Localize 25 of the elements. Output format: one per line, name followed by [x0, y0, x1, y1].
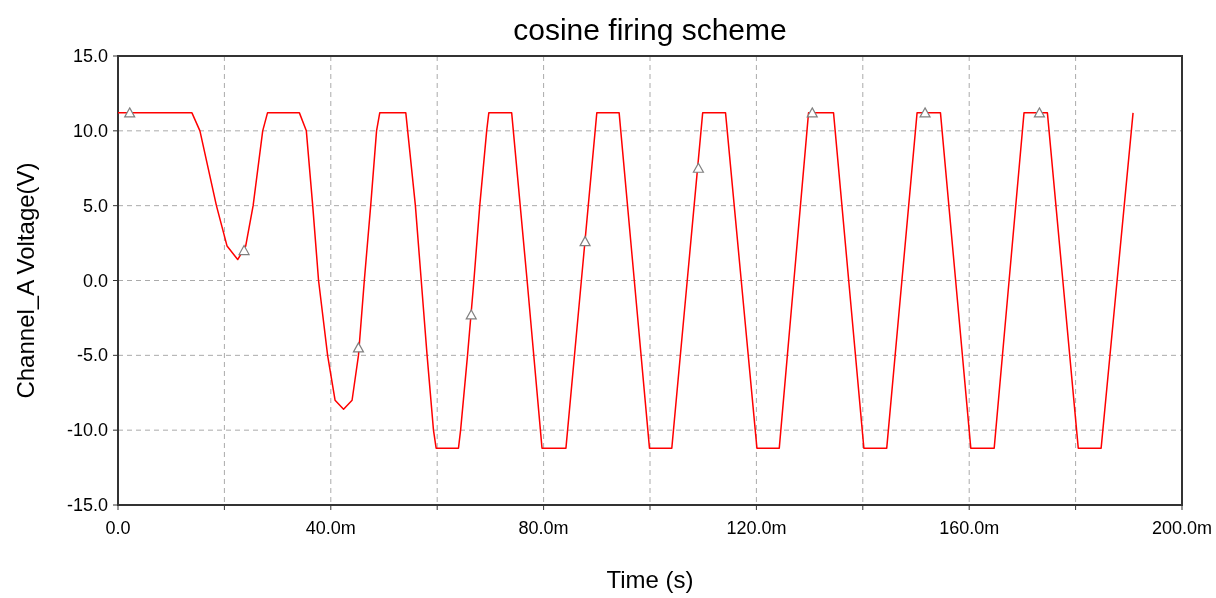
- y-axis-title: Channel_A Voltage(V): [12, 162, 39, 399]
- point: [238, 244, 250, 256]
- x-tick-label: 200.0m: [1151, 518, 1213, 538]
- x-tick-label: 0.0: [105, 518, 131, 538]
- x-tick-label: 160.0m: [939, 518, 1000, 538]
- y-tick-label: 0.0: [82, 270, 108, 291]
- x-tick-label: 80.0m: [518, 518, 569, 538]
- point: [919, 107, 931, 118]
- y-tick-label: -10.0: [66, 420, 108, 441]
- point: [124, 107, 136, 118]
- y-tick-label: 5.0: [82, 195, 108, 216]
- point: [692, 162, 705, 173]
- point: [352, 342, 365, 353]
- point: [806, 107, 818, 118]
- y-tick-label: -5.0: [76, 345, 108, 366]
- point: [1033, 107, 1046, 118]
- chart-title: cosine firing scheme: [513, 13, 787, 46]
- x-tick-label: 120.0m: [726, 518, 787, 538]
- point: [579, 235, 591, 247]
- point: [465, 309, 477, 320]
- y-tick-label: -15.0: [66, 495, 108, 515]
- x-tick-label: 40.0m: [305, 518, 356, 538]
- x-axis-title: Time (s): [606, 566, 694, 593]
- y-tick-label: 15.0: [72, 46, 108, 66]
- y-tick-label: 10.0: [72, 120, 108, 141]
